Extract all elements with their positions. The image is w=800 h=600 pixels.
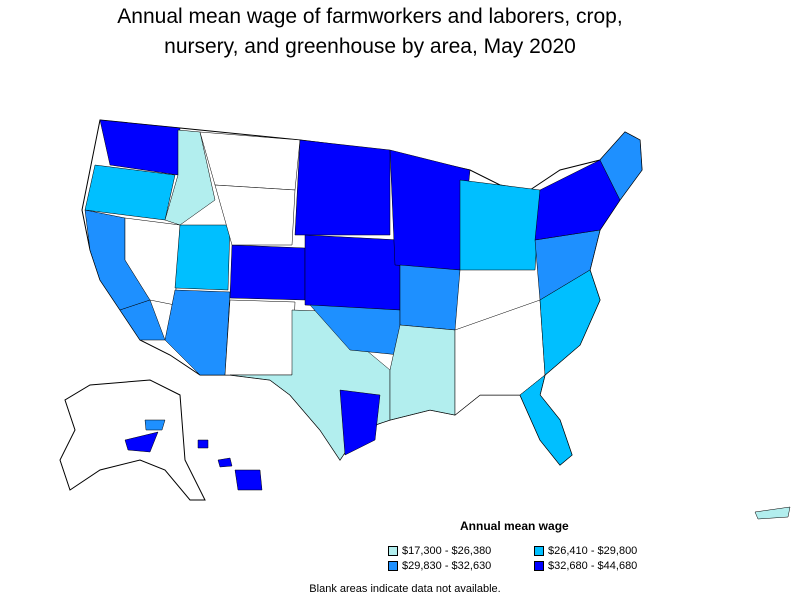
legend-title: Annual mean wage xyxy=(460,519,569,533)
region-carolinas xyxy=(539,269,601,376)
region-arizona xyxy=(164,289,231,376)
legend-swatch-3 xyxy=(388,561,398,571)
legend-item-4: $32,680 - $44,680 xyxy=(534,560,637,572)
region-montana xyxy=(199,131,301,191)
title-line-2: nursery, and greenhouse by area, May 202… xyxy=(164,35,576,58)
region-texas-gulf xyxy=(339,389,381,456)
region-alaska-south xyxy=(124,431,159,453)
region-kansas-nebraska xyxy=(304,234,401,311)
legend-swatch-1 xyxy=(388,546,398,556)
region-oregon xyxy=(84,164,176,221)
region-new-mexico xyxy=(224,299,296,376)
region-minnesota-iowa xyxy=(389,149,471,271)
region-colorado xyxy=(229,244,306,301)
legend-swatch-2 xyxy=(534,546,544,556)
region-utah xyxy=(174,224,231,291)
title-line-1: Annual mean wage of farmworkers and labo… xyxy=(117,5,623,28)
legend-label-4: $32,680 - $44,680 xyxy=(548,560,638,572)
region-florida xyxy=(519,374,573,466)
legend-swatch-4 xyxy=(534,561,544,571)
legend-item-1: $17,300 - $26,380 xyxy=(388,545,491,557)
region-great-lakes xyxy=(459,179,541,271)
legend-label-2: $26,410 - $29,800 xyxy=(548,545,638,557)
region-dakotas xyxy=(294,139,391,236)
region-hawaii-big-island xyxy=(234,469,263,491)
region-maine xyxy=(599,131,643,201)
legend-label-3: $29,830 - $32,630 xyxy=(402,560,492,572)
region-northeast xyxy=(534,159,621,241)
legend-item-3: $29,830 - $32,630 xyxy=(388,560,491,572)
blank-areas-note: Blank areas indicate data not available. xyxy=(309,583,501,595)
region-alaska-central xyxy=(144,419,166,431)
region-hawaii-oahu xyxy=(197,439,209,449)
legend-label-1: $17,300 - $26,380 xyxy=(402,545,492,557)
region-hawaii-maui xyxy=(217,457,233,468)
legend-item-2: $26,410 - $29,800 xyxy=(534,545,637,557)
region-wyoming xyxy=(214,184,296,246)
map-title: Annual mean wage of farmworkers and labo… xyxy=(0,2,740,62)
region-arkansas-louisiana xyxy=(389,324,456,421)
region-nevada xyxy=(124,217,181,306)
region-missouri xyxy=(399,264,461,331)
region-puerto-rico xyxy=(754,506,791,520)
